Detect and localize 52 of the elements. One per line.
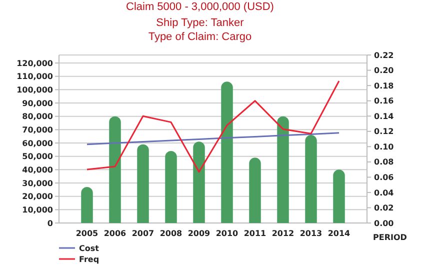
y2-tick-label: 0.02 xyxy=(374,204,394,213)
y2-tick-label: 0.16 xyxy=(374,96,394,106)
bar xyxy=(137,144,149,223)
y2-tick-label: 0.12 xyxy=(374,127,394,136)
y2-tick-label: 0.18 xyxy=(374,81,394,90)
x-tick-label: 2013 xyxy=(300,229,322,238)
y-tick-label: 100,000 xyxy=(16,85,54,94)
bar xyxy=(221,82,233,223)
legend-label: Freq xyxy=(79,254,100,264)
bar xyxy=(277,116,289,223)
y-tick-label: 110,000 xyxy=(16,72,54,82)
line-series xyxy=(86,132,340,146)
y-tick-label: 30,000 xyxy=(22,178,54,188)
x-tick-label: 2005 xyxy=(76,229,99,238)
y-tick-label: 0 xyxy=(47,218,54,228)
y-tick-label: 20,000 xyxy=(22,192,54,202)
bar xyxy=(193,142,205,223)
bar xyxy=(165,151,177,223)
x-tick-label: 2007 xyxy=(132,229,154,238)
y2-tick-label: 0.20 xyxy=(374,66,394,76)
x-tick-label: 2012 xyxy=(272,229,294,238)
x-tick-label: 2008 xyxy=(160,229,183,238)
y2-tick-label: 0.04 xyxy=(374,188,394,198)
y2-tick-label: 0.00 xyxy=(374,218,394,228)
x-tick-label: 2011 xyxy=(244,229,267,238)
bar xyxy=(81,187,93,223)
y-tick-label: 50,000 xyxy=(22,152,54,162)
y2-tick-label: 0.06 xyxy=(374,172,394,182)
legend-label: Cost xyxy=(79,244,100,253)
y-tick-label: 80,000 xyxy=(22,112,54,122)
line-series xyxy=(86,80,340,173)
y-tick-label: 70,000 xyxy=(22,125,54,134)
x-tick-label: 2014 xyxy=(328,229,351,238)
y2-tick-label: 0.22 xyxy=(374,50,394,60)
chart-title: Claim 5000 - 3,000,000 (USD) xyxy=(126,1,274,13)
bar xyxy=(109,116,121,223)
y-tick-label: 40,000 xyxy=(22,165,54,174)
y-tick-label: 90,000 xyxy=(22,98,54,108)
y2-tick-label: 0.10 xyxy=(374,142,394,152)
bar xyxy=(249,158,261,223)
x-tick-label: 2009 xyxy=(188,229,211,238)
x-axis-title: PERIOD xyxy=(373,233,408,242)
y2-tick-label: 0.14 xyxy=(374,112,394,121)
chart-subtitle: Ship Type: Tanker Type of Claim: Cargo xyxy=(148,17,252,43)
y2-tick-label: 0.08 xyxy=(374,158,394,167)
y-tick-label: 60,000 xyxy=(22,138,54,148)
y-tick-label: 120,000 xyxy=(16,58,54,68)
bar xyxy=(305,135,317,223)
x-tick-label: 2006 xyxy=(104,229,127,238)
x-tick-label: 2010 xyxy=(216,229,239,238)
bar xyxy=(333,170,345,223)
y-tick-label: 10,000 xyxy=(22,205,54,214)
